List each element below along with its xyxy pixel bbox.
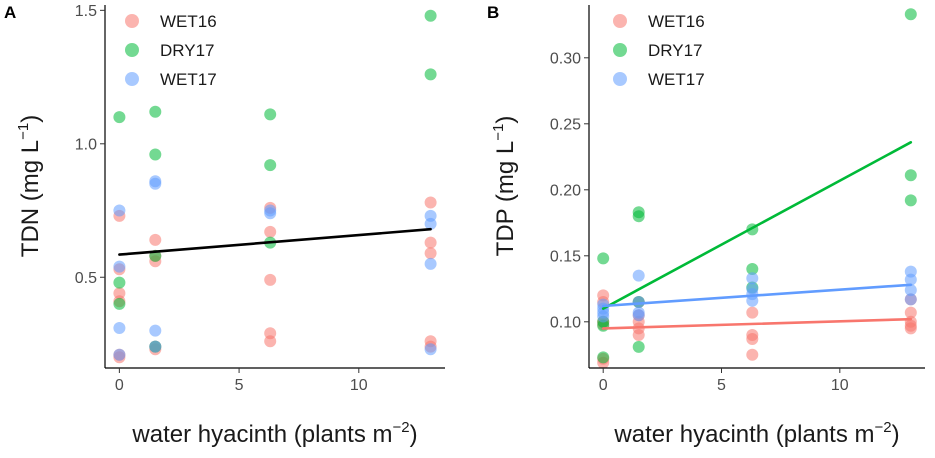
panel-a-point-wet17: [149, 177, 162, 190]
panel-b-x-title: water hyacinth (plants m−2): [613, 419, 899, 448]
panel-a-point-dry17: [424, 68, 437, 81]
panel-b-tag: B: [487, 3, 499, 22]
panel-b-x-tick-label: 10: [831, 377, 849, 394]
panel-b-y-title: TDP (mg L−1): [490, 116, 519, 257]
panel-b-x-tick-label: 5: [717, 377, 726, 394]
panel-b-legend-key-dry17: [613, 43, 627, 57]
panel-a-legend-label-wet17: WET17: [160, 70, 217, 89]
panel-a-legend-key-dry17: [125, 43, 139, 57]
panel-b-point-dry17: [904, 8, 917, 21]
panel-a-point-wet17: [149, 340, 162, 353]
panel-a-point-dry17: [149, 105, 162, 118]
panel-b-point-wet17: [746, 294, 759, 307]
panel-b-point-dry17: [904, 194, 917, 207]
panel-b-point-dry17: [904, 169, 917, 182]
panel-b-y-tick-label: 0.15: [550, 248, 581, 265]
panel-a-point-dry17: [264, 108, 277, 121]
panel-b-y-tick-label: 0.25: [550, 116, 581, 133]
panel-a-legend-key-wet16: [125, 14, 139, 28]
panel-b-legend-label-wet16: WET16: [648, 12, 705, 31]
panel-b-trend-line-wet17: [601, 283, 913, 308]
panel-b-point-wet16: [746, 348, 759, 361]
panel-a-point-dry17: [113, 111, 126, 124]
panel-a: A 0.5 1.0 1.5 0 5 10 WET16 DRY17 WET17 water hy…: [4, 3, 445, 448]
panel-a-point-dry17: [113, 297, 126, 310]
panel-b-point-wet17: [632, 309, 645, 322]
panel-a-point-wet17: [424, 257, 437, 270]
panel-b-point-dry17: [632, 210, 645, 223]
panel-b-trend-line-wet16: [601, 317, 913, 330]
panel-a-y-tick-label: 0.5: [75, 270, 97, 287]
panel-a-point-dry17: [424, 9, 437, 22]
panel-b-point-wet17: [632, 269, 645, 282]
panel-a-point-wet17: [424, 217, 437, 230]
panel-a-point-wet16: [264, 225, 277, 238]
panel-a-x-tick-label: 10: [350, 377, 368, 394]
panel-a-point-dry17: [113, 276, 126, 289]
panel-a-point-wet16: [264, 273, 277, 286]
panel-b-point-wet16: [904, 306, 917, 319]
panel-a-point-wet17: [264, 207, 277, 220]
panel-b-legend-key-wet16: [613, 14, 627, 28]
panel-a-point-wet17: [424, 343, 437, 356]
panel-a-x-title: water hyacinth (plants m−2): [131, 419, 417, 448]
panel-b-y-tick-label: 0.30: [550, 50, 581, 67]
panel-b-point-wet16: [632, 329, 645, 341]
panel-a-point-dry17: [264, 159, 277, 172]
panel-b-legend-key-wet17: [613, 72, 627, 86]
panel-b-point-wet17: [904, 273, 917, 286]
panel-a-point-wet17: [113, 348, 126, 361]
panel-a-legend-key-wet17: [125, 72, 139, 86]
panel-a-point-wet17: [113, 204, 126, 217]
panel-a-point-wet16: [424, 236, 437, 249]
panel-a-point-wet16: [149, 233, 162, 246]
panel-b: B 0.10 0.15 0.20 0.25 0.30 0 5 10 WET16 DRY17 WET…: [487, 3, 925, 448]
panel-a-point-wet17: [149, 324, 162, 337]
panel-a-y-tick-label: 1.5: [75, 3, 97, 20]
panel-a-point-wet16: [424, 247, 437, 260]
panel-a-tag: A: [4, 3, 16, 22]
panel-b-point-wet17: [904, 284, 917, 297]
panel-b-point-wet16: [746, 306, 759, 319]
panel-b-legend-label-dry17: DRY17: [648, 41, 703, 60]
panel-a-point-wet17: [113, 322, 126, 334]
panel-b-point-wet16: [746, 333, 759, 345]
panel-a-point-wet16: [264, 335, 277, 348]
panel-b-trend-line-dry17: [601, 141, 913, 310]
panel-b-point-dry17: [597, 252, 610, 265]
panel-b-point-wet17: [746, 272, 759, 285]
panel-b-point-wet16: [904, 322, 917, 335]
panel-a-x-tick-label: 0: [115, 377, 124, 394]
panel-b-legend-label-wet17: WET17: [648, 70, 705, 89]
panel-a-y-title: TDN (mg L−1): [15, 115, 44, 257]
panel-a-point-wet16: [424, 196, 437, 209]
panel-a-y-tick-label: 1.0: [75, 136, 97, 153]
panel-b-x-tick-label: 0: [599, 377, 608, 394]
panel-b-point-dry17: [746, 263, 759, 275]
panel-b-point-dry17: [632, 340, 645, 353]
panel-a-point-wet17: [113, 260, 126, 273]
panel-b-y-tick-label: 0.20: [550, 182, 581, 199]
panel-b-point-dry17: [597, 351, 610, 364]
panel-a-legend-label-dry17: DRY17: [160, 41, 215, 60]
panel-a-trend-line-overall: [118, 227, 432, 256]
panel-a-x-tick-label: 5: [235, 377, 244, 394]
panel-b-point-wet17: [904, 293, 917, 306]
panel-a-legend-label-wet16: WET16: [160, 12, 217, 31]
panel-b-point-wet17: [597, 310, 610, 323]
panel-b-y-tick-label: 0.10: [550, 314, 581, 331]
panel-a-point-dry17: [149, 148, 162, 161]
